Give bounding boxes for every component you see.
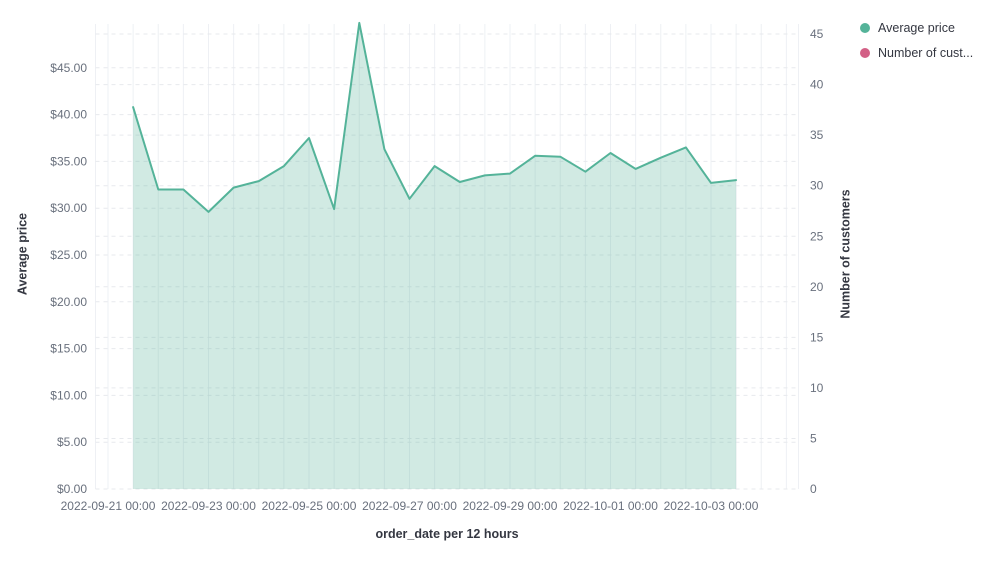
right-axis-tick-label: 15	[810, 330, 824, 344]
legend-label-average-price: Average price	[878, 21, 955, 35]
x-axis-tick-label: 2022-09-23 00:00	[161, 499, 256, 513]
x-axis-tick-label: 2022-09-29 00:00	[463, 499, 558, 513]
right-axis-tick-label: 25	[810, 229, 824, 243]
right-axis-tick-label: 40	[810, 78, 824, 92]
right-axis-tick-label: 0	[810, 482, 817, 496]
right-axis-tick-label: 30	[810, 179, 824, 193]
x-axis-tick-label: 2022-09-21 00:00	[61, 499, 156, 513]
right-axis-tick-label: 35	[810, 128, 824, 142]
legend-label-number-of-customers: Number of cust...	[878, 46, 974, 60]
average-price-line	[132, 21, 738, 213]
average-price-area-fill	[133, 22, 737, 490]
x-axis-tick-label: 2022-09-27 00:00	[362, 499, 457, 513]
right-axis-tick-label: 20	[810, 280, 824, 294]
legend-dot-number-of-customers-icon	[860, 48, 870, 58]
right-axis-tick-label: 5	[810, 431, 817, 445]
x-axis-tick-label: 2022-10-01 00:00	[563, 499, 658, 513]
x-axis-tick-label: 2022-10-03 00:00	[664, 499, 759, 513]
left-axis-tick-label: $45.00	[50, 61, 87, 75]
left-axis-tick-label: $0.00	[57, 482, 87, 496]
left-axis-tick-label: $40.00	[50, 108, 87, 122]
left-axis-tick-label: $15.00	[50, 342, 87, 356]
left-axis-tick-label: $30.00	[50, 201, 87, 215]
right-axis-tick-label: 45	[810, 27, 824, 41]
legend: Average price Number of cust...	[860, 21, 973, 60]
legend-dot-average-price-icon	[860, 23, 870, 33]
left-axis-tick-label: $10.00	[50, 388, 87, 402]
left-axis-tick-label: $20.00	[50, 295, 87, 309]
left-axis-tick-label: $25.00	[50, 248, 87, 262]
legend-item-number-of-customers[interactable]: Number of cust...	[860, 46, 973, 60]
left-axis-tick-label: $5.00	[57, 435, 87, 449]
right-axis-tick-label: 10	[810, 381, 824, 395]
left-axis-tick-label: $35.00	[50, 154, 87, 168]
x-axis-tick-label: 2022-09-25 00:00	[262, 499, 357, 513]
legend-item-average-price[interactable]: Average price	[860, 21, 973, 35]
